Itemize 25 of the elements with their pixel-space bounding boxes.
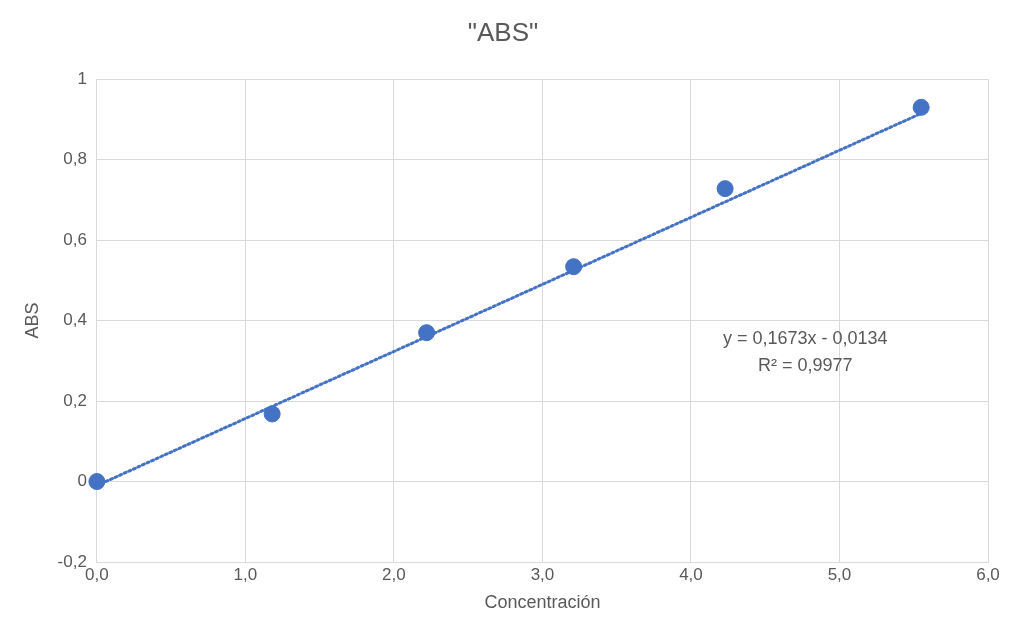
x-axis-title: Concentración [484,592,601,613]
annotation: y = 0,1673x - 0,0134 [723,328,888,349]
y-axis-title: ABS [21,302,42,339]
point [263,405,281,423]
x-tick-label: 2,0 [382,564,406,584]
y-tick-label: 0 [77,471,87,491]
x-tick-label: 5,0 [827,564,852,584]
point [418,324,436,342]
y-tick-label: -0,2 [57,551,87,571]
annotation: R² = 0,9977 [758,355,853,376]
y-tick-label: 1 [77,68,87,88]
chart-title: "ABS" [467,16,539,47]
y-tick-label: 0,4 [63,310,87,330]
point [912,98,930,116]
y-tick-label: 0,2 [63,390,87,410]
x-tick-label: 4,0 [679,564,703,584]
x-tick-label: 1,0 [233,564,258,584]
y-tick-label: 0,8 [63,149,87,169]
point [88,473,106,491]
y-tick-label: 0,6 [63,229,87,249]
point [565,258,583,276]
point [716,180,734,198]
x-tick-label: 6,0 [976,564,1000,584]
x-tick-label: 3,0 [530,564,555,584]
x-tick-label: 0,0 [85,564,109,584]
